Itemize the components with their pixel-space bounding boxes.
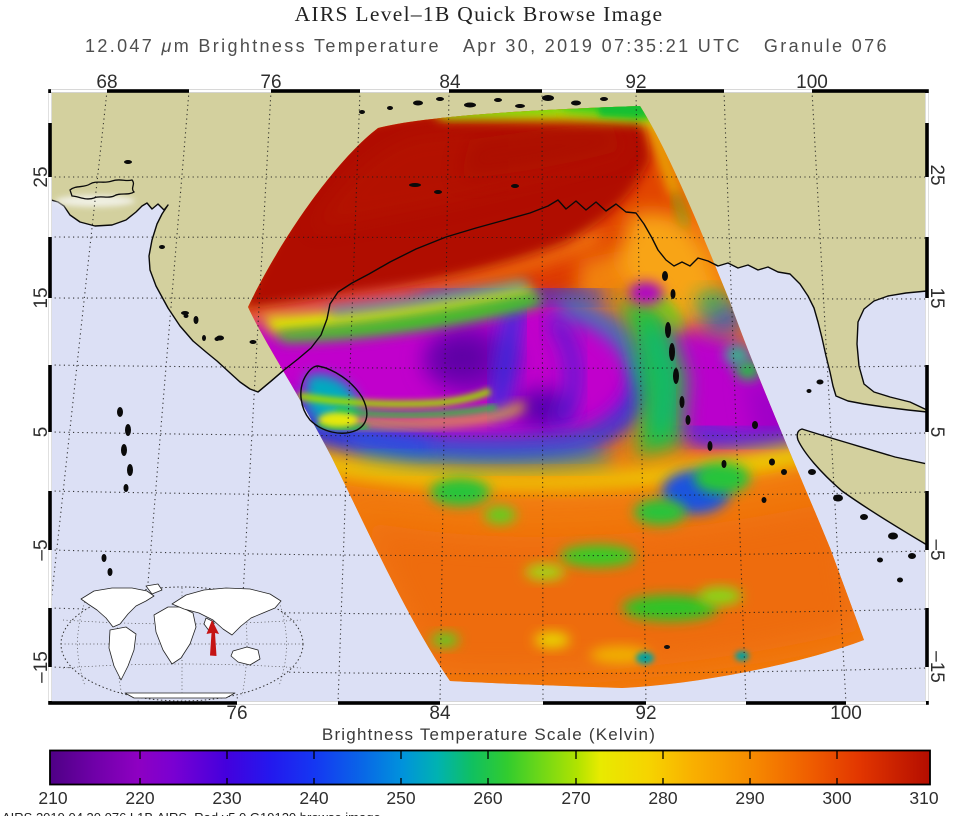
svg-text:84: 84	[439, 72, 461, 93]
svg-text:230: 230	[212, 788, 241, 808]
svg-text:100: 100	[830, 703, 862, 724]
svg-text:260: 260	[473, 788, 502, 808]
svg-text:AIRS.2019.04.30.076.L1B.AIRS_R: AIRS.2019.04.30.076.L1B.AIRS_Rad.v5.0.G1…	[2, 810, 381, 816]
svg-text:240: 240	[299, 788, 328, 808]
svg-text:310: 310	[909, 788, 938, 808]
svg-text:92: 92	[625, 72, 646, 93]
svg-text:15: 15	[926, 287, 947, 308]
svg-text:68: 68	[96, 72, 117, 93]
svg-text:250: 250	[386, 788, 415, 808]
svg-text:–15: –15	[926, 651, 947, 683]
svg-text:270: 270	[561, 788, 590, 808]
svg-text:84: 84	[429, 703, 451, 724]
svg-text:5: 5	[926, 427, 947, 438]
svg-text:300: 300	[822, 788, 851, 808]
svg-text:15: 15	[31, 287, 52, 308]
svg-text:280: 280	[648, 788, 677, 808]
svg-text:Brightness Temperature Scale (: Brightness Temperature Scale (Kelvin)	[322, 725, 656, 744]
svg-text:–5: –5	[926, 539, 947, 560]
svg-text:–15: –15	[31, 651, 52, 683]
svg-text:76: 76	[260, 72, 281, 93]
svg-text:92: 92	[635, 703, 656, 724]
svg-text:5: 5	[31, 427, 52, 438]
svg-text:210: 210	[38, 788, 67, 808]
svg-text:100: 100	[796, 72, 828, 93]
svg-text:76: 76	[226, 703, 247, 724]
svg-text:290: 290	[735, 788, 764, 808]
svg-text:25: 25	[926, 164, 947, 185]
svg-text:AIRS Level–1B Quick Browse Ima: AIRS Level–1B Quick Browse Image	[295, 2, 664, 26]
svg-text:–5: –5	[31, 539, 52, 560]
svg-text:12.047 μm Brightness Temperatu: 12.047 μm Brightness Temperature Apr 30,…	[85, 36, 889, 56]
svg-text:25: 25	[31, 166, 52, 187]
svg-text:220: 220	[125, 788, 154, 808]
